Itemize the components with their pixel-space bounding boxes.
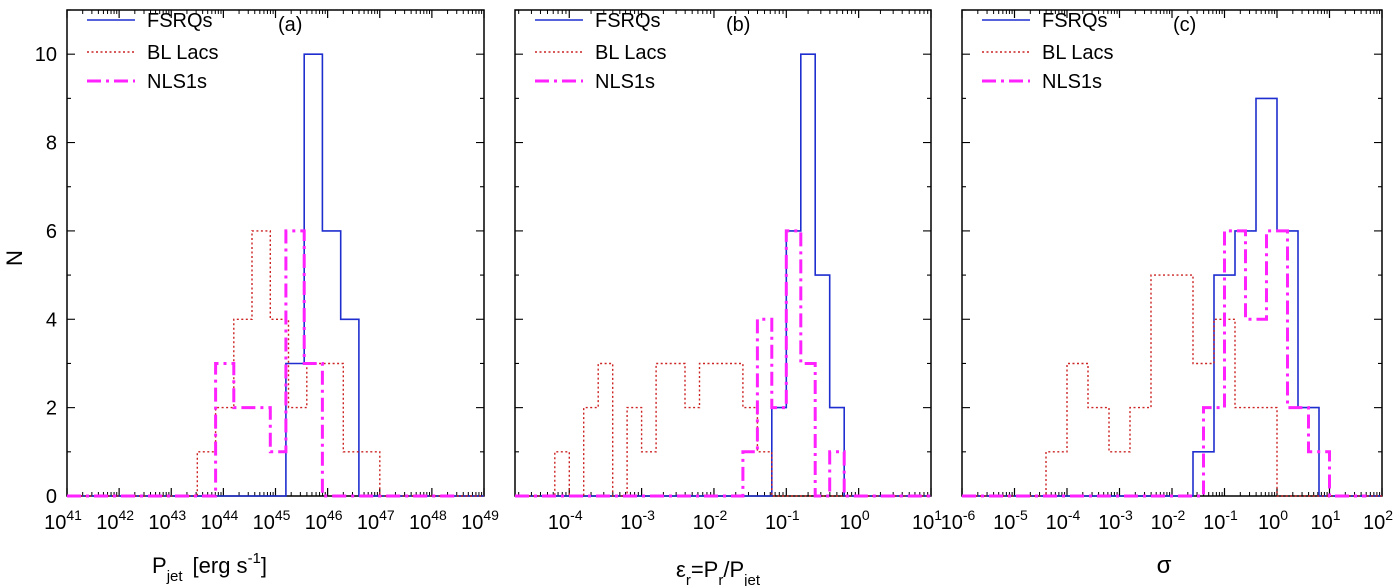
y-tick-label: 0 (46, 486, 57, 508)
legend-label-nls1: NLS1s (147, 71, 207, 93)
y-tick-label: 8 (46, 133, 57, 155)
panel-b: 10-4 10-3 10-2 10-1 100 101 FSRQs BL Lacs NLS1s (… (514, 9, 942, 586)
x-tick-label: 1044 (200, 507, 238, 534)
panel-label: (c) (1173, 14, 1196, 36)
x-tick-label: 1046 (305, 507, 343, 534)
legend-label-fsrq: FSRQs (147, 10, 213, 32)
x-tick-label: 1048 (409, 507, 447, 534)
series-nls1-step (962, 229, 1367, 498)
legend-label-nls1: NLS1s (1042, 71, 1102, 93)
series-bllac-step (962, 274, 1382, 497)
legend-label-bllac: BL Lacs (595, 42, 667, 64)
series-fsrq-step (515, 53, 931, 497)
series-bllac-step (515, 362, 931, 497)
x-tick-label: 101 (1310, 507, 1340, 534)
panel-c: 10-6 10-5 10-4 10-3 10-2 10-1 100 101 102 FSRQs BL… (941, 9, 1393, 579)
x-tick-label: 10-1 (765, 507, 800, 534)
y-tick-label: 10 (35, 44, 57, 66)
x-tick-label: 102 (1363, 507, 1393, 534)
y-tick-label: 2 (46, 398, 57, 420)
y-tick-label: 4 (46, 309, 57, 331)
x-tick-label: 10-5 (993, 507, 1028, 534)
panel-a: 1041 1042 1043 1044 1045 1046 1047 1048 1049 0 2 4 6… (2, 9, 499, 585)
series-nls1-step (515, 229, 931, 498)
x-tick-label: 1041 (44, 507, 82, 534)
series-bllac-step (67, 230, 484, 497)
x-tick-label: 10-3 (1098, 507, 1133, 534)
x-tick-label: 101 (912, 507, 942, 534)
x-axis-title: σ (1157, 552, 1172, 579)
x-tick-label: 10-2 (1151, 507, 1186, 534)
x-tick-label: 10-6 (941, 507, 976, 534)
x-tick-label: 100 (840, 507, 870, 534)
series-nls1-step (67, 229, 458, 498)
x-tick-label: 10-1 (1203, 507, 1238, 534)
series-fsrq-step (67, 53, 484, 497)
x-tick-label: 1043 (148, 507, 186, 534)
x-tick-label: 1049 (461, 507, 499, 534)
panel-label: (a) (278, 14, 302, 36)
x-tick-label: 10-4 (1046, 507, 1081, 534)
panel-label: (b) (726, 14, 750, 36)
series-fsrq-step (962, 97, 1382, 497)
legend-label-nls1: NLS1s (595, 71, 655, 93)
x-tick-label: 10-3 (620, 507, 655, 534)
legend-label-fsrq: FSRQs (1042, 10, 1108, 32)
x-tick-label: 10-2 (693, 507, 728, 534)
legend-label-fsrq: FSRQs (595, 10, 661, 32)
x-axis-title: Pjet [erg s-1] (152, 550, 267, 585)
y-axis-title: N (2, 250, 27, 266)
x-axis-title: εr=Pr/Pjet (676, 557, 761, 586)
plot-frame (66, 9, 485, 497)
x-tick-label: 1042 (96, 507, 134, 534)
x-tick-label: 1047 (357, 507, 395, 534)
y-tick-label: 6 (46, 221, 57, 243)
plot-frame (514, 9, 932, 497)
x-tick-label: 1045 (253, 507, 291, 534)
x-tick-label: 100 (1258, 507, 1288, 534)
legend-label-bllac: BL Lacs (147, 42, 219, 64)
legend-label-bllac: BL Lacs (1042, 42, 1114, 64)
x-tick-label: 10-4 (548, 507, 583, 534)
